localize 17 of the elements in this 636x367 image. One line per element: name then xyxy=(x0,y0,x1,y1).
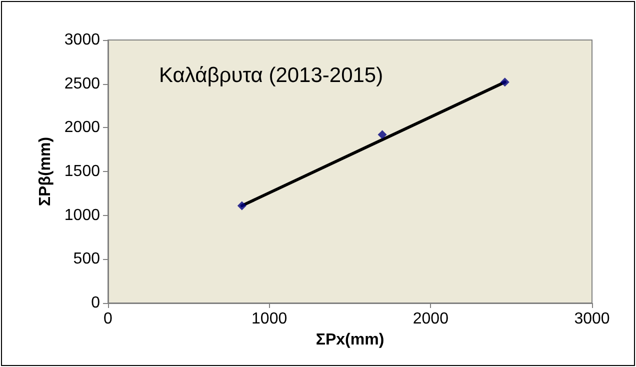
point xyxy=(500,78,510,87)
x-axis-title: ΣPx(mm) xyxy=(316,331,384,348)
y-tick-label: 1500 xyxy=(64,163,100,180)
y-axis-title: ΣPβ(mm) xyxy=(37,136,54,206)
x-tick-label: 2000 xyxy=(412,310,449,328)
point xyxy=(237,201,246,210)
x-tick-label: 0 xyxy=(104,310,113,328)
y-tick-label: 0 xyxy=(91,294,100,312)
y-tick-label: 3000 xyxy=(64,32,100,48)
y-tick-label: 2500 xyxy=(64,75,100,92)
x-tick-label: 3000 xyxy=(574,310,610,328)
y-tick-label: 500 xyxy=(73,250,100,268)
point xyxy=(378,130,387,140)
text: Καλάβρυτα (2013-2015) xyxy=(159,64,384,87)
y-tick-label: 1000 xyxy=(64,206,100,224)
x-tick-label: 1000 xyxy=(252,310,288,328)
y-tick-label: 2000 xyxy=(64,119,100,136)
